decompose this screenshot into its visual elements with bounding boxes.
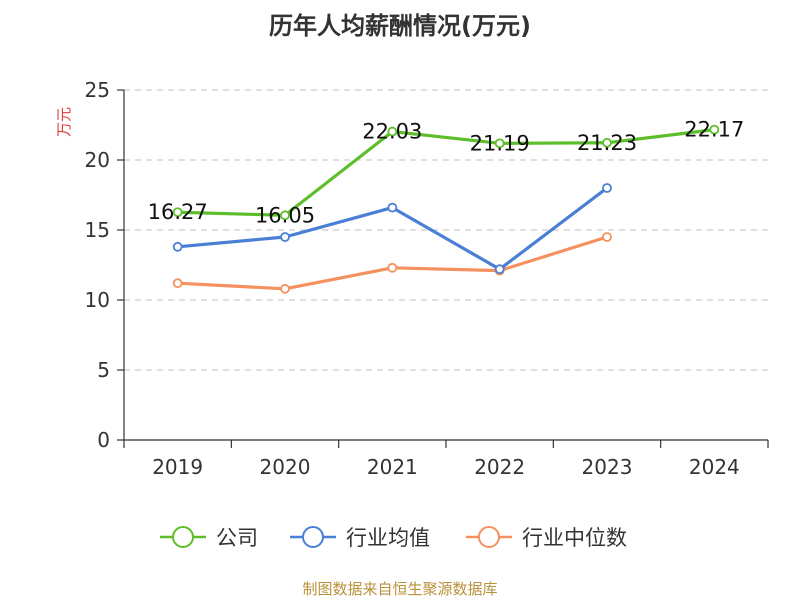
x-tick-label: 2021 <box>367 455 418 479</box>
data-point <box>494 264 505 275</box>
data-point <box>280 232 290 242</box>
x-tick-label: 2019 <box>152 455 203 479</box>
data-label: 22.03 <box>362 120 422 144</box>
data-point <box>494 138 505 149</box>
data-point <box>602 183 612 193</box>
legend-label: 行业中位数 <box>522 526 627 550</box>
data-label: 16.05 <box>255 203 315 227</box>
legend-item-0: 公司 <box>160 526 258 550</box>
chart-title: 历年人均薪酬情况(万元) <box>269 12 531 40</box>
grid-lines <box>124 89 768 371</box>
data-point <box>387 202 398 213</box>
x-tick-label: 2024 <box>689 455 740 479</box>
data-point <box>172 207 183 218</box>
data-point <box>172 278 183 289</box>
legend-marker <box>302 526 324 548</box>
legend-item-1: 行业均值 <box>290 526 430 550</box>
data-point <box>602 232 612 242</box>
y-tick-label: 10 <box>85 288 110 312</box>
axes: 0 5 10 15 20 25 2019 2020 2021 2022 2023 2024 <box>85 78 769 479</box>
data-label: 21.19 <box>470 131 530 155</box>
data-point <box>280 283 290 294</box>
data-point <box>172 241 183 252</box>
data-point <box>602 137 612 148</box>
data-point <box>709 124 720 135</box>
data-label: 22.17 <box>684 118 744 142</box>
data-point <box>280 210 290 221</box>
legend-label: 公司 <box>216 526 258 550</box>
y-tick-label: 15 <box>85 218 110 242</box>
legend-item-2: 行业中位数 <box>466 526 627 550</box>
series-0: 16.27 16.05 22.03 21.19 21.23 22.17 <box>148 118 745 228</box>
data-point <box>387 262 398 273</box>
data-label: 16.27 <box>148 200 208 224</box>
y-axis-label: 万元 <box>55 107 73 137</box>
x-tick-label: 2022 <box>474 455 525 479</box>
data-point <box>387 126 398 137</box>
legend-marker <box>478 526 500 548</box>
y-tick-label: 20 <box>85 148 110 172</box>
legend-marker <box>172 526 194 548</box>
series-layer: 16.27 16.05 22.03 21.19 21.23 22.17 <box>148 118 745 294</box>
source-note: 制图数据来自恒生聚源数据库 <box>302 580 498 598</box>
series-line <box>177 128 715 217</box>
x-tick-label: 2020 <box>260 455 311 479</box>
data-label: 21.23 <box>577 131 637 155</box>
series-1 <box>172 183 612 275</box>
y-tick-label: 0 <box>97 428 110 452</box>
y-tick-label: 5 <box>97 358 110 382</box>
y-tick-label: 25 <box>85 78 110 102</box>
legend-label: 行业均值 <box>346 526 430 550</box>
legend: 公司 行业均值 行业中位数 <box>160 526 627 550</box>
x-tick-label: 2023 <box>582 455 633 479</box>
